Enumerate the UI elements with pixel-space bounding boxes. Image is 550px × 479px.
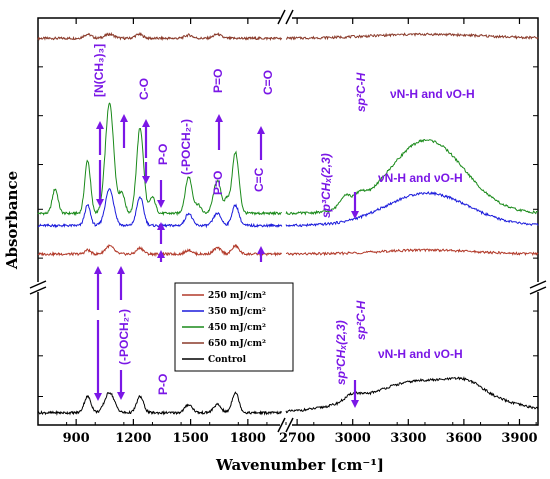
annotations-upper: [N(CH₃)₃] C-O P-O (-POCH₂-) P=O P=O C=O … [92,44,475,218]
series-line [37,31,283,42]
anno-po-lower: P-O [156,374,170,395]
anno-poch2-upper: (-POCH₂-) [179,119,193,175]
series-line [285,138,539,216]
x-tick-label: 2700 [279,431,315,446]
anno-cc-double: C=C [252,167,266,192]
y-axis-break-left [29,280,47,295]
anno-poch2-lower: (-POCH₂-) [117,309,131,365]
anno-sp2ch-upper: sp²C-H [354,72,368,112]
anno-sp3ch-upper: sp³CHₓ(2,3) [319,153,333,218]
x-tick-label: 1200 [115,431,151,446]
x-tick-label: 1800 [230,431,266,446]
x-tick-label: 3600 [446,431,482,446]
x-tick-label: 1500 [173,431,209,446]
y-axis-break-right [529,280,547,295]
legend-label: Control [208,355,247,365]
annotation-arrows [94,114,359,408]
anno-co: C-O [137,78,151,100]
anno-po-upper: P-O [156,144,170,165]
x-tick-label: 3000 [335,431,371,446]
anno-nh-oh-upper-1: νN-H and νO-H [390,87,475,101]
x-axis-ticks: 900 1200 1500 1800 2700 3000 3300 3600 3900 [37,18,538,446]
x-tick-label: 3300 [390,431,426,446]
anno-po-double-1: P=O [211,69,225,93]
series-line [37,391,282,416]
anno-po-double-2: P=O [211,171,225,195]
anno-sp2ch-lower: sp²C-H [354,300,368,340]
legend: 250 mJ/cm² 350 mJ/cm² 450 mJ/cm² 650 mJ/cm²… [174,282,294,372]
series-line [285,191,539,228]
annotations-lower: (-POCH₂-) P-O sp³CHₓ(2,3) sp²C-H νN-H an… [117,300,463,395]
legend-label: 450 mJ/cm² [208,323,266,333]
series-layer [37,31,539,416]
anno-nh-oh-upper-2: νN-H and νO-H [378,171,463,185]
y-axis-title: Absorbance [3,171,21,270]
legend-label: 250 mJ/cm² [208,291,266,301]
anno-nch3: [N(CH₃)₃] [92,44,106,97]
x-axis-title: Wavenumber [cm⁻¹] [215,456,384,474]
series-line [285,248,539,257]
anno-nh-oh-lower: νN-H and νO-H [378,347,463,361]
series-line [37,243,282,258]
y-axis-ticks [38,66,538,398]
x-axis-break-top [277,9,294,25]
x-tick-label: 900 [63,431,90,446]
series-line [285,376,539,414]
series-line [37,102,282,217]
x-tick-label: 3900 [501,431,537,446]
anno-co-double: C=O [261,70,275,95]
anno-sp3ch-lower: sp³CHₓ(2,3) [334,320,348,385]
legend-label: 650 mJ/cm² [208,339,266,349]
series-line [286,32,539,41]
legend-label: 350 mJ/cm² [208,307,266,317]
